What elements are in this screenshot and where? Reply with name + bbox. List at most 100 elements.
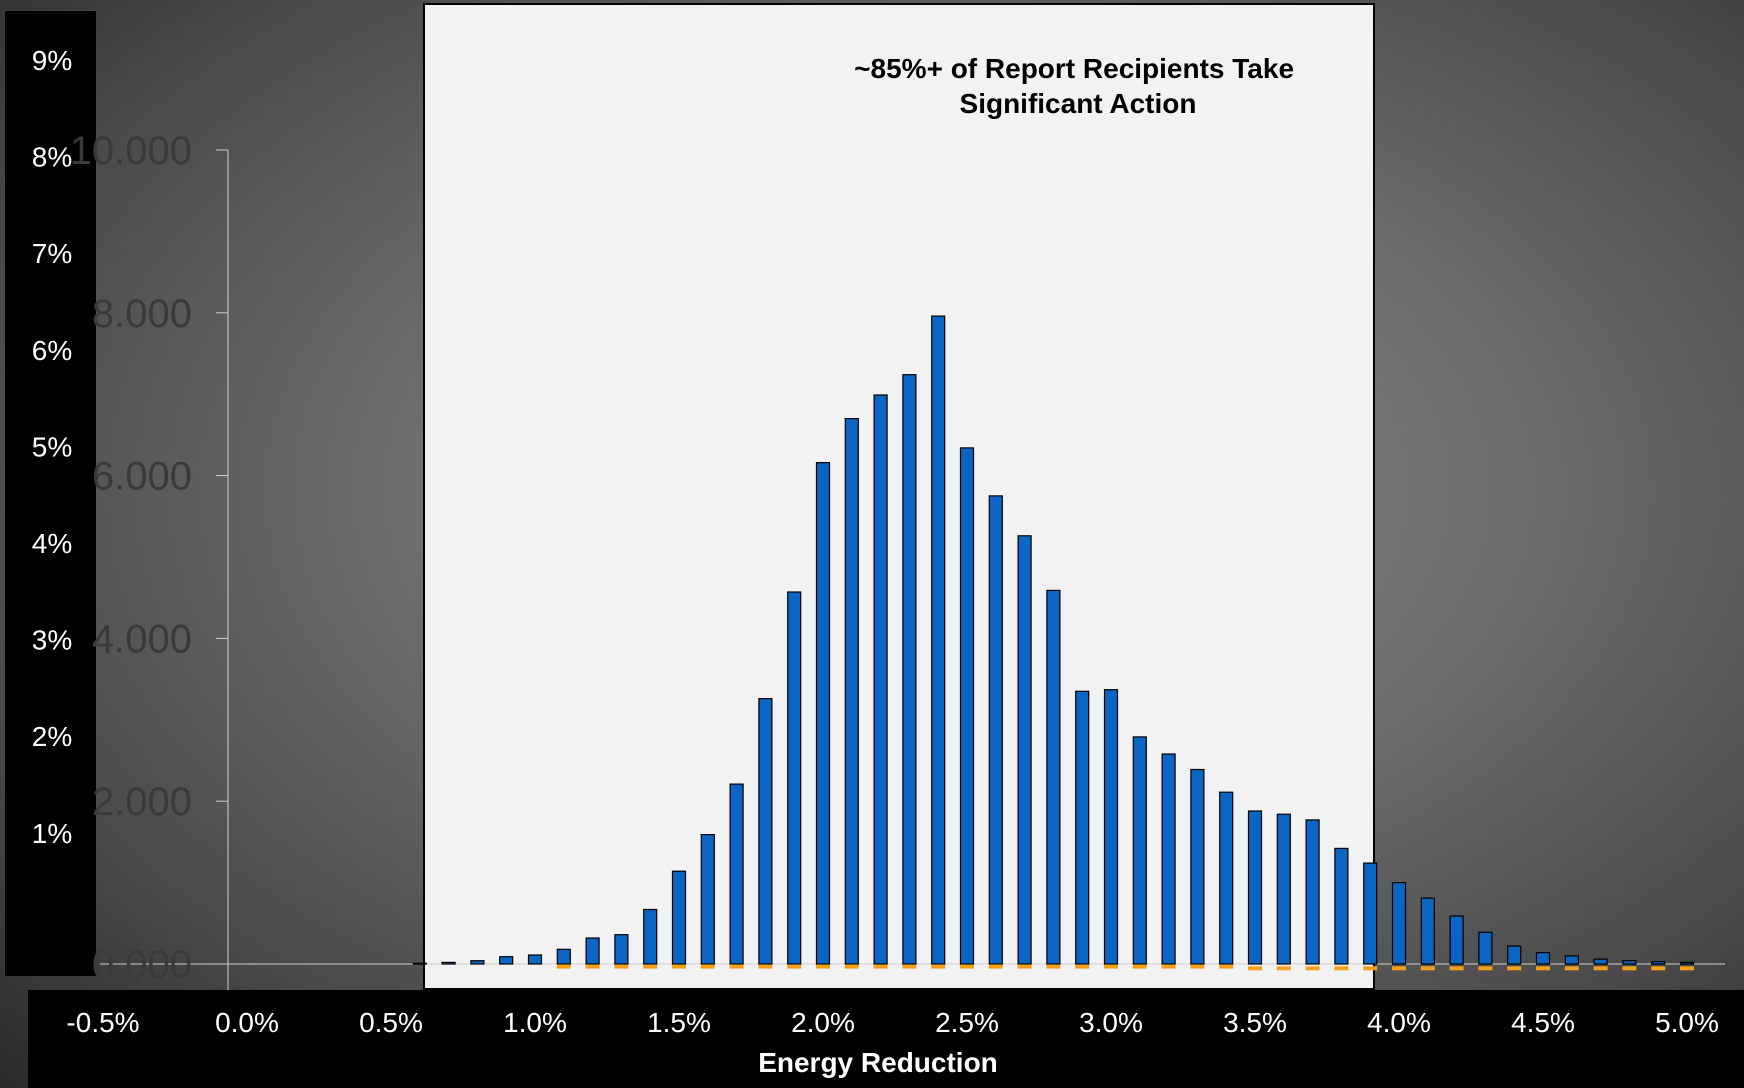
x-tick-label: 4.0% (1367, 1007, 1431, 1038)
dash-segment (1593, 966, 1608, 971)
x-tick-label: 5.0% (1655, 1007, 1719, 1038)
bar (1651, 960, 1666, 965)
bar (614, 934, 629, 965)
dash-segment (1478, 966, 1493, 971)
x-tick-label: 2.5% (935, 1007, 999, 1038)
bar (988, 495, 1003, 965)
y-axis-label-panel (5, 11, 96, 976)
dash-segment (960, 964, 974, 969)
bar (1103, 689, 1119, 965)
bar (1564, 955, 1579, 965)
dash-segment (1017, 964, 1032, 969)
x-tick-label: 0.0% (215, 1007, 279, 1038)
dash-segment (672, 964, 686, 969)
bar (470, 960, 485, 965)
dash-segment (1680, 966, 1694, 971)
bar (959, 447, 975, 965)
dash-segment (1248, 966, 1262, 971)
dash-segment (1622, 966, 1637, 971)
dash-segment (844, 964, 859, 969)
x-axis-ticks: -0.5% 0.0% 0.5% 1.0% 1.5% 2.0% 2.5% 3.0% 3.5% 4.0… (66, 1007, 1718, 1038)
chart-title-line-2: Significant Action (960, 88, 1197, 119)
x-tick-label: 3.5% (1223, 1007, 1287, 1038)
dash-segment (758, 964, 773, 969)
bar (671, 870, 687, 965)
faint-tick-label: 8.000 (92, 292, 192, 336)
bar (1679, 961, 1695, 965)
dash-segment (1305, 966, 1320, 971)
x-tick-label: 0.5% (359, 1007, 423, 1038)
faint-tick-label: 0.000 (92, 943, 192, 987)
dash-segment (1132, 964, 1147, 969)
bar (931, 315, 946, 965)
dash-segment (585, 964, 600, 969)
dash-segment (873, 964, 888, 969)
x-tick-label: 2.0% (791, 1007, 855, 1038)
dash-segment (1420, 966, 1435, 971)
bar (700, 833, 715, 965)
bar (585, 937, 600, 965)
dash-segment (556, 964, 571, 969)
x-axis-label: Energy Reduction (758, 1047, 998, 1078)
bar (1247, 810, 1263, 965)
dash-segment (1334, 966, 1349, 971)
y-tick-label: 4% (32, 528, 72, 559)
faint-tick-label: 10.000 (70, 129, 192, 173)
bar (1334, 847, 1349, 965)
dash-segment (1564, 966, 1579, 971)
y-tick-label: 6% (32, 335, 72, 366)
bar (1046, 589, 1061, 965)
dash-segment (1104, 964, 1118, 969)
dash-segment (1392, 966, 1406, 971)
bar (1075, 690, 1090, 965)
y-tick-label: 7% (32, 238, 72, 269)
dash-segment (902, 964, 917, 969)
bar (1391, 881, 1407, 965)
dash-segment (1276, 966, 1291, 971)
faint-tick-label: 2.000 (92, 780, 192, 824)
x-axis-label-panel (28, 990, 1744, 1088)
bar (873, 394, 888, 965)
bar (1507, 945, 1522, 965)
bar (1535, 951, 1551, 965)
bar (815, 462, 831, 965)
dash-segment (1363, 966, 1378, 971)
bar (1132, 736, 1147, 965)
bar (1190, 768, 1205, 965)
dash-segment (1161, 964, 1176, 969)
plot-panel (423, 3, 1375, 990)
dash-segment (1651, 966, 1666, 971)
bar (1305, 819, 1320, 965)
bar (1420, 897, 1435, 965)
dash-segment (729, 964, 744, 969)
bar (1161, 753, 1176, 965)
bar (787, 591, 802, 965)
bar (844, 418, 859, 965)
dash-segment (931, 964, 946, 969)
dash-segment (1536, 966, 1550, 971)
bar (412, 962, 427, 965)
bar (1622, 960, 1637, 965)
faint-tick-label: 4.000 (92, 617, 192, 661)
y-tick-label: 9% (32, 45, 72, 76)
dash-segment (816, 964, 830, 969)
dash-segment (1075, 964, 1090, 969)
dash-segment (1449, 966, 1464, 971)
bar (1017, 535, 1032, 965)
x-tick-label: 4.5% (1511, 1007, 1575, 1038)
y-tick-label: 1% (32, 818, 72, 849)
bar (902, 374, 917, 965)
y-axis-ticks: 9% 8% 7% 6% 5% 4% 3% 2% 1% (32, 45, 72, 849)
bar-series (412, 315, 1695, 965)
bar (556, 948, 571, 965)
y-tick-label: 5% (32, 431, 72, 462)
bar (1478, 931, 1493, 965)
dash-segment (1507, 966, 1522, 971)
bar (499, 956, 514, 965)
chart-title-line-1: ~85%+ of Report Recipients Take (854, 53, 1294, 84)
x-tick-label: 1.5% (647, 1007, 711, 1038)
x-tick-label: -0.5% (66, 1007, 139, 1038)
x-tick-label: 3.0% (1079, 1007, 1143, 1038)
dash-segment (1219, 964, 1234, 969)
